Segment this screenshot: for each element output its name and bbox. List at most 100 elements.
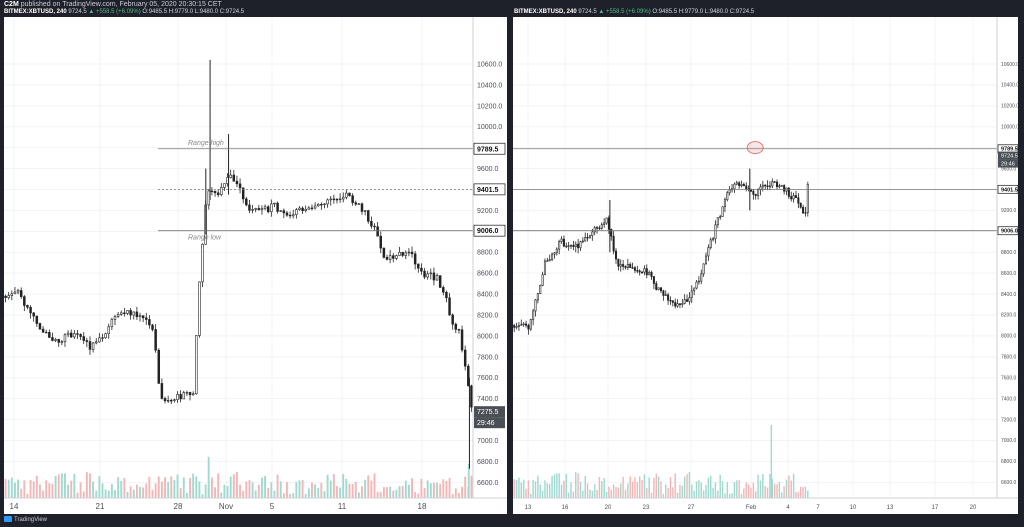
candle-body (185, 392, 189, 394)
candle-body (423, 270, 426, 278)
x-tick-label: 27 (688, 505, 695, 511)
volume-bar (420, 478, 423, 498)
candle-body (51, 337, 54, 341)
volume-bar (370, 480, 373, 498)
x-tick-label: 17 (932, 505, 939, 511)
candle-body (659, 287, 663, 292)
candle-body (326, 199, 329, 205)
candle-body (323, 203, 326, 206)
candle-body (41, 328, 45, 333)
volume-bar (442, 479, 445, 498)
volume-bar (470, 475, 473, 498)
volume-bar (60, 473, 63, 498)
candle-body (629, 264, 632, 268)
candle-body (636, 270, 639, 272)
volume-bar (357, 492, 360, 498)
volume-bar (693, 490, 695, 498)
candle-body (135, 311, 139, 318)
candle-body (263, 206, 267, 209)
candle-body (624, 266, 627, 268)
volume-bar (29, 480, 32, 498)
volume-bar (14, 482, 16, 498)
candle-body (329, 198, 332, 201)
candle-body (223, 183, 226, 188)
candle-body (522, 323, 525, 326)
x-tick-label: 7 (816, 505, 820, 511)
x-tick-label: 18 (418, 502, 427, 511)
candle-body (802, 207, 805, 214)
candle-body (806, 184, 809, 213)
candle-body (248, 204, 251, 211)
volume-bar (674, 473, 676, 498)
volume-bar (379, 492, 382, 498)
volume-bar (558, 473, 560, 498)
volume-bar (736, 480, 738, 498)
volume-bar (766, 487, 769, 498)
volume-bar (638, 476, 641, 498)
publish-info: C2M published on TradingView.com, Februa… (4, 1, 222, 8)
volume-bar (89, 473, 91, 498)
volume-bar (373, 473, 376, 498)
volume-bar (804, 486, 807, 498)
candle-body (643, 268, 646, 273)
volume-bar (669, 477, 672, 498)
volume-bar (773, 483, 776, 498)
tradingview-logo: TradingView (4, 516, 47, 523)
candle-body (116, 314, 120, 317)
candle-body (157, 349, 161, 384)
volume-bar (532, 480, 534, 498)
brand-name: TradingView (14, 517, 48, 523)
volume-bar (139, 487, 141, 498)
candle-body (742, 184, 745, 187)
y-tick-label: 7800.0 (1001, 355, 1017, 361)
volume-bar (467, 463, 470, 498)
candle-body (132, 311, 135, 316)
volume-bar (785, 479, 788, 498)
candle-body (410, 251, 414, 255)
candle-body (235, 180, 239, 185)
y-tick-label: 6600.0 (477, 480, 499, 487)
volume-bar (245, 481, 248, 498)
candle-body (539, 285, 542, 294)
volume-bar (712, 487, 714, 498)
candle-body (605, 217, 608, 224)
volume-bar (586, 483, 589, 498)
volume-bar (248, 480, 251, 498)
x-tick-label: 11 (338, 502, 347, 511)
volume-bar (544, 480, 546, 498)
candle-body (54, 339, 57, 341)
volume-bar (522, 479, 525, 498)
y-tick-label: 8800.0 (477, 250, 499, 257)
candle-body (57, 339, 60, 343)
volume-bar (361, 486, 363, 498)
volume-bar (757, 474, 759, 498)
volume-bar (114, 490, 116, 498)
candle-body (448, 297, 451, 316)
candle-body (754, 194, 757, 196)
candle-body (188, 392, 192, 396)
y-tick-label: 10200.0 (477, 103, 502, 110)
candle-body (565, 245, 568, 248)
level-price-label: 9006.0 (477, 228, 499, 235)
right-symbol: BITMEX:XBTUSD, 240 (514, 9, 577, 15)
volume-bar (695, 481, 698, 498)
candle-body (783, 185, 786, 192)
right-chart-panel[interactable]: 6600.0 6800.0 7000.0 7200.0 7400.0 7600.0 7800… (513, 17, 1018, 514)
volume-bar (665, 484, 667, 498)
candle-body (432, 272, 436, 281)
level-annotation: Range high (188, 140, 224, 147)
candle-body (348, 192, 351, 197)
y-tick-label: 8800.0 (1001, 250, 1017, 256)
right-chart[interactable]: 6600.06800.07000.07200.07400.07600.07800… (513, 17, 1018, 514)
candle-body (76, 333, 79, 335)
candle-body (395, 255, 398, 259)
volume-bar (401, 485, 404, 498)
candle-body (752, 190, 755, 195)
candle-body (313, 205, 317, 209)
candle-body (29, 306, 32, 314)
volume-bar (345, 478, 348, 498)
volume-bar (755, 491, 757, 498)
volume-bar (691, 484, 693, 498)
